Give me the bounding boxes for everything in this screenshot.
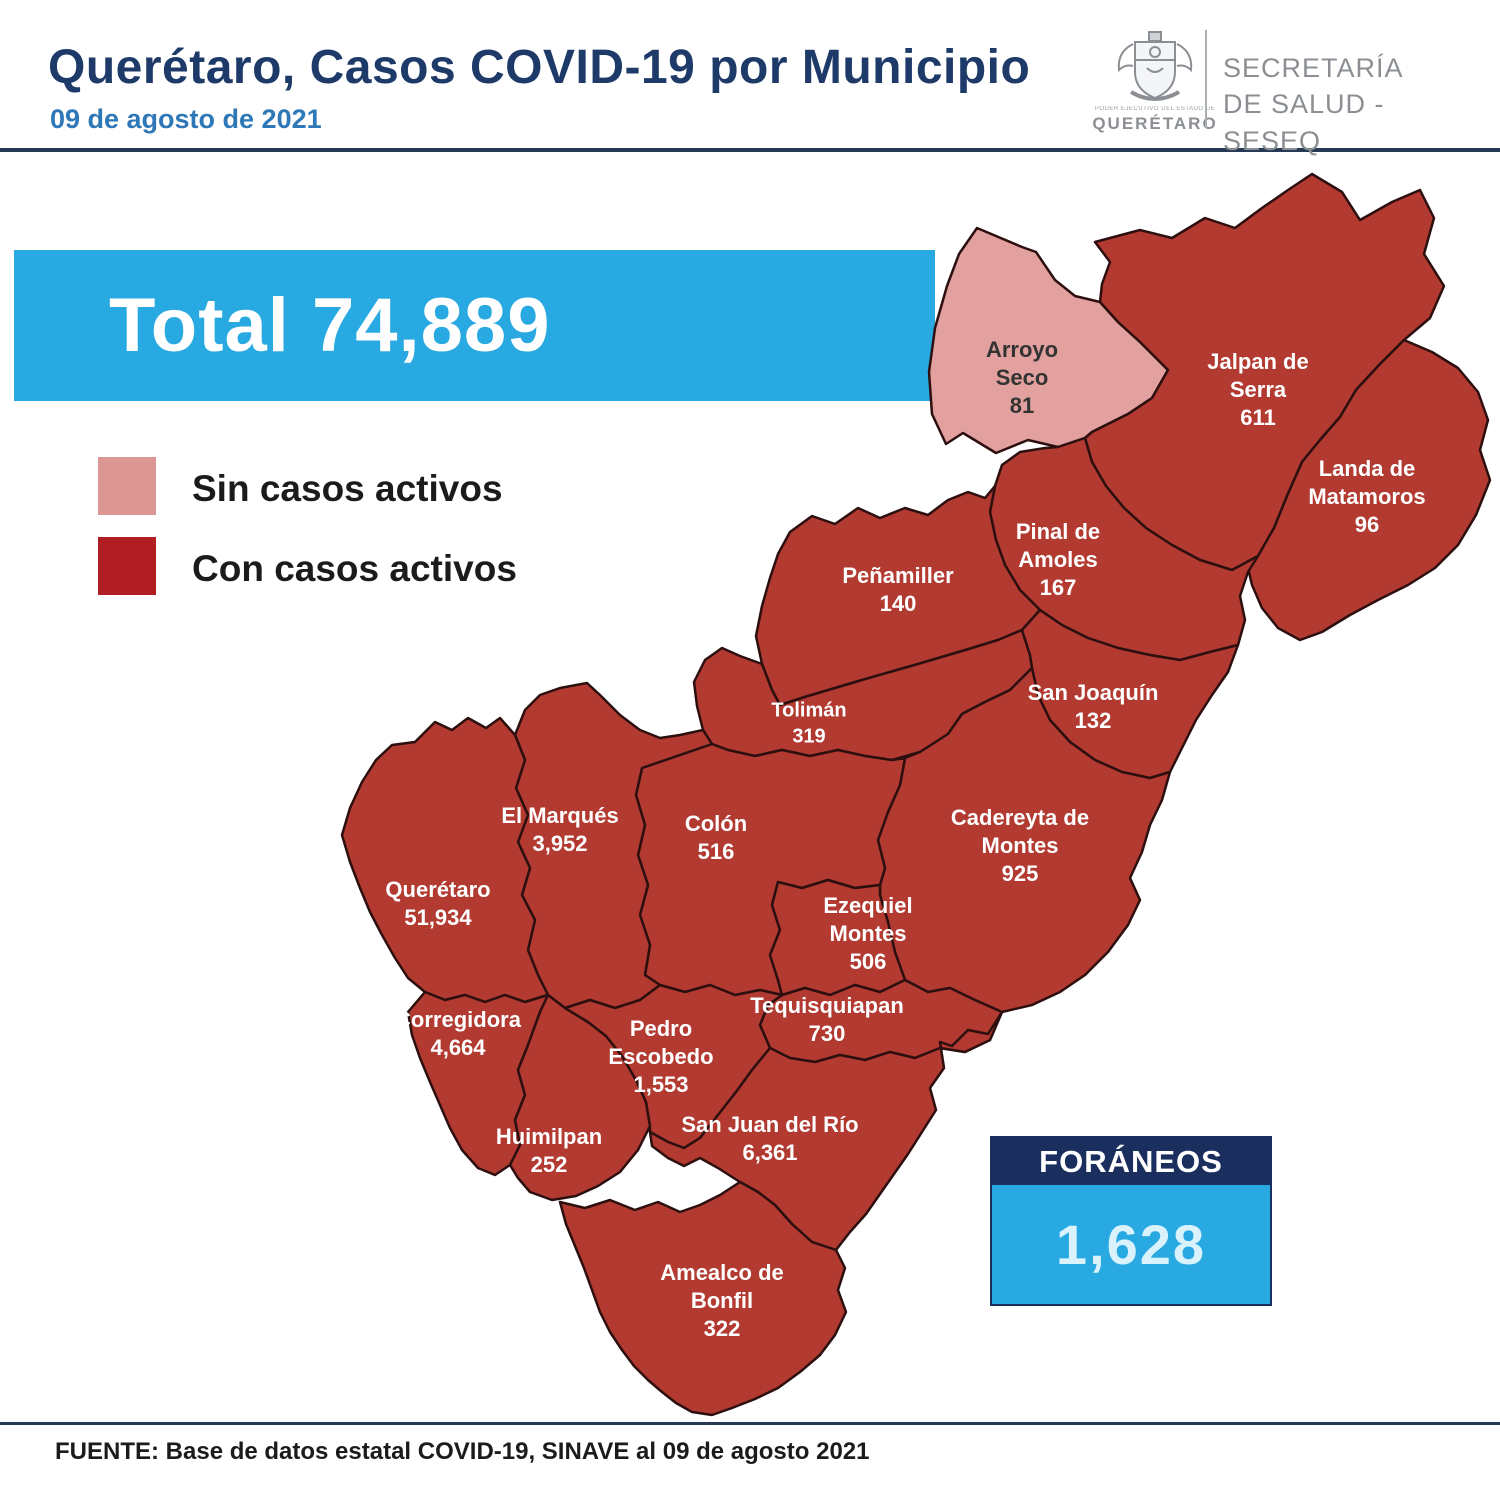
footer-divider xyxy=(0,1422,1500,1425)
source-note: FUENTE: Base de datos estatal COVID-19, … xyxy=(55,1438,870,1465)
legend-label-active: Con casos activos xyxy=(192,548,517,589)
total-banner: Total 74,889 xyxy=(14,250,935,401)
foraneos-value: 1,628 xyxy=(1055,1213,1207,1276)
municipality-label-jalpan-de-serra: Jalpan de Serra 611 xyxy=(1207,348,1309,431)
logo-small-caption: PODER EJECUTIVO DEL ESTADO DE xyxy=(1094,106,1216,112)
municipality-shape-san-juan-del-rio xyxy=(648,1010,1004,1252)
legend-swatch-active xyxy=(98,537,156,595)
municipality-shape-queretaro xyxy=(340,716,550,1004)
report-date: 09 de agosto de 2021 xyxy=(50,104,322,134)
page-title: Querétaro, Casos COVID-19 por Municipio xyxy=(48,41,1031,94)
municipality-label-amealco-de-bonfil: Amealco de Bonfil 322 xyxy=(660,1259,784,1342)
municipality-label-queretaro: Querétaro 51,934 xyxy=(385,876,491,930)
logo-caption: QUERÉTARO xyxy=(1092,114,1218,133)
foraneos-title: FORÁNEOS xyxy=(992,1138,1270,1185)
municipality-label-el-marques: El Marqués 3,952 xyxy=(501,802,619,856)
municipality-label-toliman: Tolimán 319 xyxy=(771,699,847,747)
municipality-label-san-joaquin: San Joaquín 132 xyxy=(1027,679,1159,733)
municipality-label-huimilpan: Huimilpan 252 xyxy=(495,1123,603,1177)
logo-group: PODER EJECUTIVO DEL ESTADO DE QUERÉTARO … xyxy=(1092,22,1475,156)
municipality-label-san-juan-del-rio: San Juan del Río 6,361 xyxy=(681,1111,859,1165)
municipality-label-penamiller: Peñamiller 140 xyxy=(842,562,954,616)
header-divider xyxy=(0,148,1500,152)
municipality-label-ezequiel-montes: Ezequiel Montes 506 xyxy=(823,892,913,975)
total-label: Total 74,889 xyxy=(109,283,551,368)
municipality-label-colon: Colón 516 xyxy=(684,810,748,864)
legend-swatch-no-active xyxy=(98,457,156,515)
agency-line1: SECRETARÍA xyxy=(1223,53,1404,83)
municipality-label-pedro-escobedo: Pedro Escobedo 1,553 xyxy=(608,1015,714,1098)
agency-name: SECRETARÍA DE SALUD - SESEQ xyxy=(1223,50,1475,159)
agency-line2: DE SALUD - SESEQ xyxy=(1223,89,1385,156)
logo-divider xyxy=(1205,30,1207,128)
foraneos-box: FORÁNEOS 1,628 xyxy=(990,1136,1272,1306)
foraneos-body: 1,628 xyxy=(992,1185,1270,1304)
municipality-shape-landa-de-matamoros xyxy=(1246,338,1492,642)
municipality-label-cadereyta-de-montes: Cadereyta de Montes 925 xyxy=(950,804,1090,887)
municipality-label-landa-de-matamoros: Landa de Matamoros 96 xyxy=(1308,455,1426,538)
municipality-label-arroyo-seco: Arroyo Seco 81 xyxy=(985,336,1059,419)
municipality-shape-amealco-de-bonfil xyxy=(558,1180,848,1417)
queretaro-coat-of-arms-icon xyxy=(1117,31,1193,101)
municipality-label-tequisquiapan: Tequisquiapan 730 xyxy=(750,992,904,1046)
municipality-label-corregidora: Corregidora 4,664 xyxy=(395,1006,521,1060)
legend-label-no-active: Sin casos activos xyxy=(192,468,503,509)
municipality-label-pinal-de-amoles: Pinal de Amoles 167 xyxy=(1015,518,1101,601)
